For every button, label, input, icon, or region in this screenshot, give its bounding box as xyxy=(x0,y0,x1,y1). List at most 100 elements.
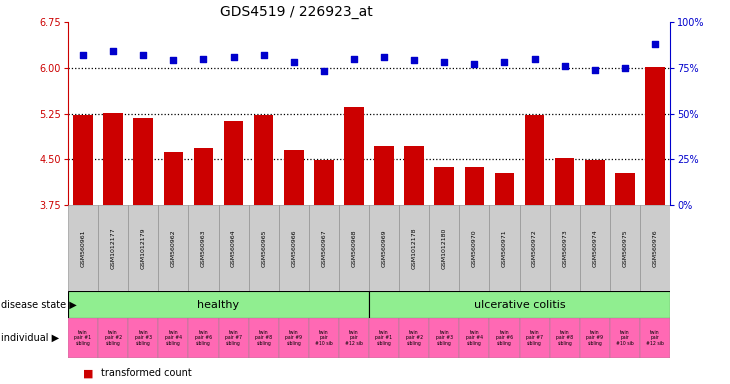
Text: GSM560968: GSM560968 xyxy=(351,229,356,267)
Bar xyxy=(645,66,665,384)
Bar xyxy=(254,115,274,384)
Bar xyxy=(68,291,369,318)
Bar xyxy=(128,205,158,291)
Text: twin
pair #9
sibling: twin pair #9 sibling xyxy=(285,330,302,346)
Bar xyxy=(98,205,128,291)
Point xyxy=(77,52,89,58)
Bar xyxy=(585,161,604,384)
Text: disease state ▶: disease state ▶ xyxy=(1,300,77,310)
Text: GSM560963: GSM560963 xyxy=(201,229,206,267)
Point xyxy=(198,56,210,62)
Bar xyxy=(218,318,249,358)
Bar xyxy=(369,291,670,318)
Bar xyxy=(128,318,158,358)
Point xyxy=(408,57,420,63)
Bar xyxy=(314,161,334,384)
Bar xyxy=(610,205,640,291)
Bar xyxy=(550,205,580,291)
Bar xyxy=(73,115,93,384)
Bar xyxy=(104,113,123,384)
Bar xyxy=(399,205,429,291)
Text: twin
pair #8
sibling: twin pair #8 sibling xyxy=(556,330,573,346)
Text: GSM560961: GSM560961 xyxy=(80,229,85,267)
Text: twin
pair #2
sibling: twin pair #2 sibling xyxy=(406,330,423,346)
Text: GSM1012178: GSM1012178 xyxy=(412,227,417,269)
Text: twin
pair #8
sibling: twin pair #8 sibling xyxy=(255,330,272,346)
Point xyxy=(649,41,661,47)
Bar xyxy=(580,318,610,358)
Bar xyxy=(68,205,98,291)
Point xyxy=(619,65,631,71)
Text: GSM560962: GSM560962 xyxy=(171,229,176,267)
Text: GSM560969: GSM560969 xyxy=(382,229,387,267)
Bar xyxy=(279,205,309,291)
Bar xyxy=(188,318,218,358)
Text: GSM1012177: GSM1012177 xyxy=(111,227,115,269)
Text: twin
pair #2
sibling: twin pair #2 sibling xyxy=(104,330,122,346)
Bar xyxy=(188,205,218,291)
Bar xyxy=(339,318,369,358)
Point xyxy=(288,59,299,65)
Point xyxy=(558,63,570,69)
Point xyxy=(499,59,510,65)
Text: GSM560971: GSM560971 xyxy=(502,229,507,267)
Text: twin
pair #3
sibling: twin pair #3 sibling xyxy=(436,330,453,346)
Text: GSM560972: GSM560972 xyxy=(532,229,537,267)
Point xyxy=(529,56,540,62)
Text: twin
pair #4
sibling: twin pair #4 sibling xyxy=(466,330,483,346)
Point xyxy=(318,68,330,74)
Bar xyxy=(434,167,454,384)
Text: twin
pair #1
sibling: twin pair #1 sibling xyxy=(74,330,91,346)
Bar xyxy=(193,148,213,384)
Bar xyxy=(429,318,459,358)
Bar xyxy=(520,205,550,291)
Point xyxy=(378,54,390,60)
Bar xyxy=(555,158,575,384)
Bar xyxy=(615,173,634,384)
Text: GDS4519 / 226923_at: GDS4519 / 226923_at xyxy=(220,5,373,19)
Text: healthy: healthy xyxy=(197,300,239,310)
Point xyxy=(137,52,149,58)
Text: GSM560975: GSM560975 xyxy=(623,229,627,267)
Text: transformed count: transformed count xyxy=(101,368,191,378)
Bar xyxy=(464,167,484,384)
Point xyxy=(228,54,239,60)
Bar xyxy=(369,205,399,291)
Bar xyxy=(610,318,640,358)
Text: twin
pair #7
sibling: twin pair #7 sibling xyxy=(526,330,543,346)
Bar xyxy=(158,205,188,291)
Text: twin
pair
#10 sib: twin pair #10 sib xyxy=(315,330,333,346)
Text: twin
pair #3
sibling: twin pair #3 sibling xyxy=(135,330,152,346)
Bar xyxy=(369,318,399,358)
Bar xyxy=(309,205,339,291)
Text: twin
pair
#10 sib: twin pair #10 sib xyxy=(616,330,634,346)
Point xyxy=(258,52,269,58)
Text: GSM560966: GSM560966 xyxy=(291,229,296,267)
Text: twin
pair #7
sibling: twin pair #7 sibling xyxy=(225,330,242,346)
Text: GSM560974: GSM560974 xyxy=(592,229,597,267)
Bar xyxy=(344,107,364,384)
Text: GSM560965: GSM560965 xyxy=(261,229,266,267)
Bar xyxy=(218,205,249,291)
Text: GSM560967: GSM560967 xyxy=(321,229,326,267)
Text: individual ▶: individual ▶ xyxy=(1,333,60,343)
Bar xyxy=(640,318,670,358)
Text: twin
pair
#12 sib: twin pair #12 sib xyxy=(345,330,363,346)
Bar xyxy=(520,318,550,358)
Point xyxy=(439,59,450,65)
Bar xyxy=(284,150,304,384)
Text: ■: ■ xyxy=(82,368,93,378)
Bar xyxy=(309,318,339,358)
Bar xyxy=(459,318,489,358)
Text: ulcerative colitis: ulcerative colitis xyxy=(474,300,565,310)
Bar xyxy=(429,205,459,291)
Bar xyxy=(249,205,279,291)
Bar xyxy=(339,205,369,291)
Text: GSM560976: GSM560976 xyxy=(653,229,658,267)
Text: twin
pair #1
sibling: twin pair #1 sibling xyxy=(375,330,393,346)
Bar xyxy=(404,146,424,384)
Bar xyxy=(489,318,520,358)
Text: GSM560970: GSM560970 xyxy=(472,229,477,267)
Bar xyxy=(580,205,610,291)
Bar xyxy=(525,115,545,384)
